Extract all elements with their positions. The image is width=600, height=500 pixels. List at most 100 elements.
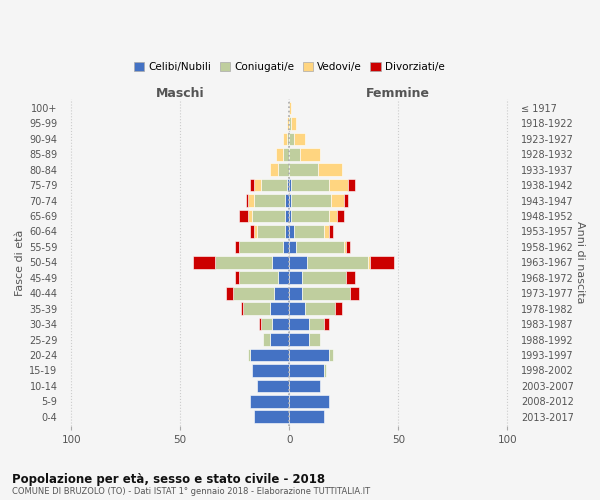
Bar (241, 302, 244, 315)
Bar (233, 287, 274, 300)
Bar (289, 164, 317, 176)
Bar (269, 164, 278, 176)
Bar (293, 132, 305, 145)
Bar (289, 240, 296, 253)
Bar (285, 225, 289, 238)
Bar (344, 240, 346, 253)
Bar (283, 148, 289, 160)
Bar (226, 287, 233, 300)
Text: Femmine: Femmine (367, 87, 430, 100)
Bar (292, 179, 329, 192)
Bar (289, 102, 292, 114)
Bar (248, 210, 252, 222)
Bar (269, 333, 289, 346)
Bar (289, 179, 292, 192)
Bar (283, 132, 287, 145)
Bar (239, 210, 248, 222)
Bar (235, 240, 239, 253)
Bar (309, 318, 324, 330)
Bar (193, 256, 215, 268)
Bar (289, 287, 302, 300)
Bar (289, 395, 329, 407)
Bar (337, 210, 344, 222)
Bar (324, 225, 329, 238)
Y-axis label: Anni di nascita: Anni di nascita (575, 221, 585, 304)
Bar (329, 348, 333, 362)
Bar (252, 364, 289, 376)
Bar (346, 272, 355, 284)
Bar (289, 210, 292, 222)
Bar (289, 364, 324, 376)
Bar (289, 380, 320, 392)
Bar (300, 148, 320, 160)
Bar (344, 194, 348, 207)
Bar (302, 287, 350, 300)
Bar (292, 194, 331, 207)
Bar (335, 302, 341, 315)
Bar (309, 333, 320, 346)
Bar (254, 410, 289, 423)
Bar (302, 272, 346, 284)
Bar (317, 164, 341, 176)
Bar (350, 287, 359, 300)
Bar (324, 318, 329, 330)
Bar (269, 302, 289, 315)
Bar (261, 318, 272, 330)
Bar (261, 179, 287, 192)
Bar (254, 194, 285, 207)
Text: Maschi: Maschi (156, 87, 205, 100)
Bar (283, 240, 289, 253)
Bar (324, 364, 326, 376)
Bar (289, 410, 324, 423)
Bar (292, 117, 296, 130)
Bar (287, 179, 289, 192)
Bar (348, 179, 355, 192)
Bar (248, 194, 254, 207)
Bar (250, 348, 289, 362)
Bar (257, 380, 289, 392)
Bar (289, 302, 305, 315)
Bar (239, 240, 283, 253)
Bar (244, 302, 269, 315)
Bar (289, 225, 293, 238)
Bar (307, 256, 368, 268)
Bar (329, 179, 348, 192)
Bar (245, 194, 248, 207)
Legend: Celibi/Nubili, Coniugati/e, Vedovi/e, Divorziati/e: Celibi/Nubili, Coniugati/e, Vedovi/e, Di… (130, 58, 449, 76)
Bar (292, 210, 329, 222)
Bar (250, 225, 254, 238)
Bar (259, 318, 261, 330)
Bar (252, 210, 285, 222)
Bar (278, 164, 289, 176)
Bar (289, 194, 292, 207)
Bar (289, 256, 307, 268)
Bar (368, 256, 370, 268)
Bar (287, 117, 289, 130)
Bar (289, 318, 309, 330)
Bar (250, 179, 254, 192)
Bar (263, 333, 269, 346)
Bar (276, 148, 283, 160)
Bar (305, 302, 335, 315)
Bar (289, 272, 302, 284)
Bar (346, 240, 350, 253)
Bar (285, 194, 289, 207)
Bar (257, 225, 285, 238)
Bar (370, 256, 394, 268)
Bar (272, 318, 289, 330)
Bar (287, 132, 289, 145)
Y-axis label: Fasce di età: Fasce di età (15, 229, 25, 296)
Text: Popolazione per età, sesso e stato civile - 2018: Popolazione per età, sesso e stato civil… (12, 472, 325, 486)
Bar (250, 395, 289, 407)
Bar (331, 194, 344, 207)
Bar (329, 225, 333, 238)
Bar (289, 333, 309, 346)
Bar (293, 225, 324, 238)
Bar (329, 210, 337, 222)
Bar (215, 256, 272, 268)
Bar (235, 272, 239, 284)
Bar (254, 225, 257, 238)
Bar (274, 287, 289, 300)
Bar (248, 348, 250, 362)
Bar (289, 132, 293, 145)
